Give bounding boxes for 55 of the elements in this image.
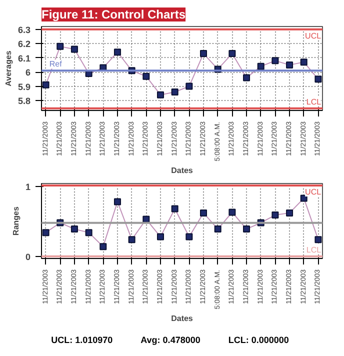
text: LCL: 0.000000 <box>228 335 289 345</box>
chart-title: Figure 11: Control Charts <box>42 8 186 22</box>
ref-line-label: Ref <box>49 60 63 69</box>
point <box>171 88 178 96</box>
point <box>286 61 294 68</box>
y-tick-label: 6.2 <box>18 39 31 50</box>
point <box>228 50 236 58</box>
ref-line-label: UCL <box>305 31 322 40</box>
y-tick-label: 6.3 <box>18 24 31 35</box>
point <box>272 57 279 64</box>
point <box>300 194 308 202</box>
text: Avg: 0.478000 <box>140 335 200 345</box>
point <box>200 50 208 58</box>
y-tick-label: 5.9 <box>18 82 31 92</box>
point <box>186 82 193 90</box>
point <box>70 46 78 53</box>
y-tick-label: 0 <box>25 252 31 262</box>
point <box>85 229 92 236</box>
x-axis-title: Dates <box>171 314 194 324</box>
point <box>128 236 136 244</box>
ref-line-label: LCL <box>306 97 322 106</box>
x-axis-title: Dates <box>171 166 194 176</box>
point <box>314 76 322 83</box>
y-tick-label: 5.8 <box>18 96 31 106</box>
point <box>70 226 78 233</box>
point <box>214 226 222 233</box>
point <box>272 212 279 219</box>
ref-line-label: UCL <box>305 188 322 197</box>
point <box>156 233 164 240</box>
y-tick-label: 6.1 <box>18 53 31 64</box>
point <box>100 243 107 250</box>
point <box>142 216 150 223</box>
point <box>171 205 178 212</box>
point <box>243 74 250 82</box>
point <box>42 229 50 236</box>
point <box>257 62 264 70</box>
y-axis-title: Ranges <box>11 206 20 236</box>
point <box>228 208 236 216</box>
point <box>114 48 121 56</box>
ref-line-label: LCL <box>306 245 322 254</box>
point <box>300 58 308 66</box>
point <box>314 236 322 244</box>
y-axis-title: Averages <box>4 50 13 86</box>
y-tick-label: 6 <box>25 68 31 78</box>
point <box>243 226 250 233</box>
point <box>42 81 50 88</box>
point <box>186 233 193 240</box>
point <box>56 42 64 50</box>
point <box>200 209 208 216</box>
y-tick-label: 1 <box>25 182 31 192</box>
point <box>286 209 294 216</box>
point <box>114 198 121 206</box>
point <box>156 91 164 98</box>
point <box>142 72 150 80</box>
text: UCL: 1.010970 <box>51 335 113 345</box>
